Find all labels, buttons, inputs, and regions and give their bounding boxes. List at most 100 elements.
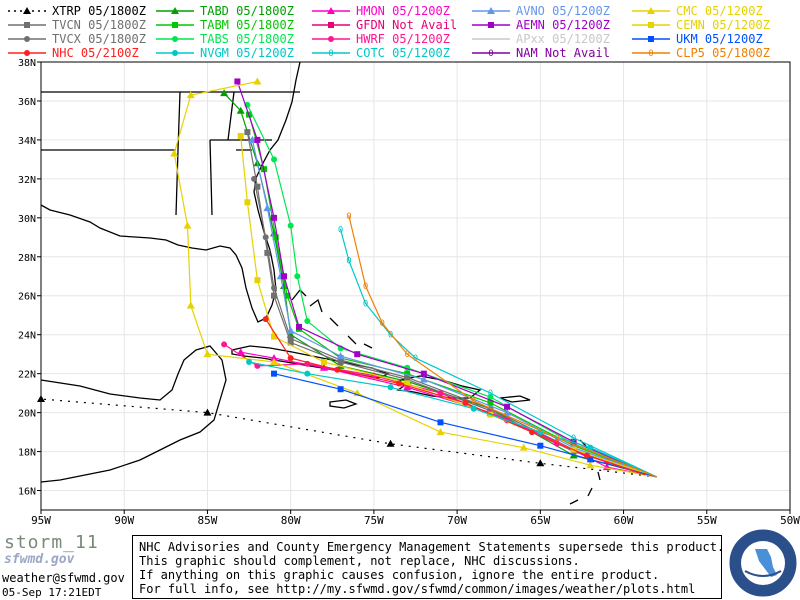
track-point: 0 <box>413 354 418 364</box>
y-tick-label: 38N <box>18 58 36 69</box>
legend-label: TABD 05/1800Z <box>200 4 294 18</box>
track-point <box>24 50 30 56</box>
sfwmd-logo-text: sfwmd.gov <box>4 552 75 567</box>
track-series <box>234 78 658 478</box>
track-point <box>648 22 654 28</box>
legend-label: GFDN Not Avail <box>356 18 458 32</box>
track-point: 0 <box>338 226 343 236</box>
track-point: 0 <box>346 257 351 267</box>
track-point <box>271 292 278 299</box>
longitude-axis: 95W 90W 85W 80W 75W 70W 65W 60W 55W 50W <box>31 510 800 527</box>
disclaimer-line: If anything on this graphic causes confu… <box>139 568 660 582</box>
legend-label: TABM 05/1800Z <box>200 18 294 32</box>
legend-swatch: 0 <box>632 49 670 59</box>
legend-label: NHC 05/2100Z <box>52 46 139 60</box>
track-point <box>244 199 251 206</box>
track-point <box>271 333 278 340</box>
track-point <box>271 214 278 221</box>
x-tick-label: 75W <box>364 514 384 527</box>
y-tick-label: 36N <box>18 97 36 108</box>
disclaimer-line: This graphic should complement, not repl… <box>139 554 580 568</box>
x-tick-label: 95W <box>31 514 51 527</box>
track-point <box>519 443 528 451</box>
track-point <box>246 358 253 365</box>
track-point: 0 <box>346 212 351 222</box>
legend-swatch <box>472 7 510 14</box>
legend-swatch <box>156 22 194 28</box>
track-point: 0 <box>648 49 653 59</box>
y-tick-label: 34N <box>18 136 36 147</box>
legend-swatch <box>632 36 670 42</box>
y-tick-label: 22N <box>18 370 36 381</box>
y-tick-label: 24N <box>18 331 36 342</box>
track-point <box>304 370 311 377</box>
track-point <box>23 7 31 14</box>
track-point <box>286 326 295 334</box>
x-tick-label: 60W <box>614 514 634 527</box>
track-line <box>340 229 658 478</box>
legend-swatch <box>312 7 350 14</box>
track-point <box>404 374 411 381</box>
track-point <box>287 335 294 342</box>
track-point <box>354 351 361 358</box>
legend-swatch: 0 <box>312 49 350 59</box>
track-point <box>284 292 291 299</box>
legend-swatch <box>156 7 194 14</box>
legend-label: CLP5 05/1800Z <box>676 46 770 60</box>
track-point <box>403 383 412 391</box>
legend-label: TVCX 05/1800Z <box>52 32 146 46</box>
track-point <box>395 380 402 387</box>
legend-label: AEMN 05/1200Z <box>516 18 610 32</box>
x-tick-label: 90W <box>114 514 134 527</box>
track-point <box>648 36 654 42</box>
legend-swatch <box>8 22 46 28</box>
track-point <box>237 133 244 140</box>
legend-label: XTRP 05/1800Z <box>52 4 146 18</box>
track-point <box>203 408 212 416</box>
y-tick-label: 28N <box>18 253 36 264</box>
track-point <box>336 352 345 360</box>
track-point <box>183 221 192 229</box>
track-point <box>254 136 261 143</box>
us-coastline <box>40 61 301 323</box>
track-point <box>470 405 477 412</box>
track-line <box>173 80 657 478</box>
legend-swatch <box>8 50 46 56</box>
legend-label: COTC 05/1200Z <box>356 46 450 60</box>
track-point <box>295 323 302 330</box>
track-point: 0 <box>363 282 368 292</box>
track-line <box>348 215 658 478</box>
track-point <box>287 339 294 346</box>
track-series <box>246 358 658 478</box>
track-point <box>287 355 294 362</box>
y-tick-label: 26N <box>18 292 36 303</box>
track-point <box>487 394 494 401</box>
track-point <box>488 22 494 28</box>
track-point <box>536 459 545 467</box>
track-point <box>328 36 334 42</box>
track-point <box>586 461 595 469</box>
y-tick-label: 32N <box>18 175 36 186</box>
track-point <box>570 438 577 445</box>
track-point <box>328 22 334 28</box>
y-tick-label: 18N <box>18 448 36 459</box>
track-point <box>327 7 335 14</box>
track-line <box>248 114 658 478</box>
track-point <box>172 50 178 56</box>
x-tick-label: 55W <box>697 514 717 527</box>
legend-swatch <box>156 50 194 56</box>
track-point <box>220 89 229 97</box>
x-tick-label: 70W <box>447 514 467 527</box>
latitude-axis: 16N 18N 20N 22N 24N 26N 28N 30N 32N 34N 36N 38N <box>18 58 41 498</box>
sfwmd-seal-icon <box>728 528 798 598</box>
legend-label: CEMN 05/1200Z <box>676 18 770 32</box>
track-point <box>503 408 512 416</box>
central-america-coast <box>40 345 227 483</box>
track-point <box>529 429 536 436</box>
track-point <box>203 350 212 358</box>
track-point <box>234 78 241 85</box>
legend-label: NAM Not Avail <box>516 46 610 60</box>
map-frame <box>40 61 791 511</box>
